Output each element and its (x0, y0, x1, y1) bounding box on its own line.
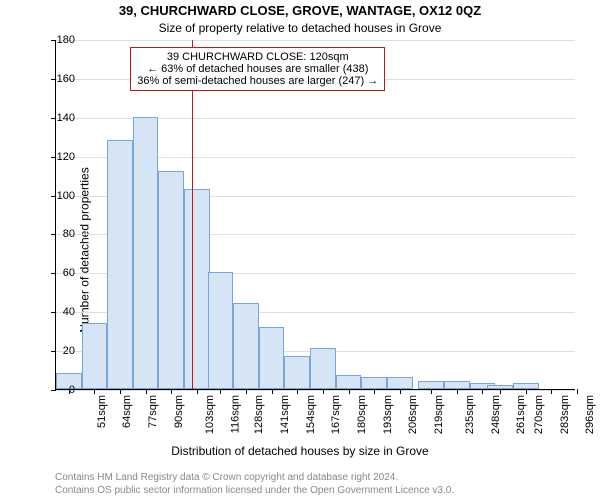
x-tick-label: 64sqm (121, 395, 133, 428)
y-tick-label: 0 (45, 384, 75, 396)
x-tick-label: 283sqm (559, 395, 571, 434)
histogram-plot (55, 40, 575, 390)
chart-title-1: 39, CHURCHWARD CLOSE, GROVE, WANTAGE, OX… (0, 3, 600, 18)
histogram-bar (184, 189, 210, 389)
y-tick-label: 160 (45, 73, 75, 85)
histogram-bar (284, 356, 310, 389)
x-tick-label: 51sqm (96, 395, 108, 428)
y-tick-label: 140 (45, 112, 75, 124)
x-tick-label: 154sqm (305, 395, 317, 434)
y-tick-label: 100 (45, 190, 75, 202)
x-axis-label: Distribution of detached houses by size … (0, 444, 600, 458)
y-tick-label: 40 (45, 306, 75, 318)
annotation-line-1: 39 CHURCHWARD CLOSE: 120sqm (137, 51, 378, 63)
x-tick-label: 128sqm (254, 395, 266, 434)
y-tick-label: 80 (45, 228, 75, 240)
x-tick-label: 116sqm (229, 395, 241, 433)
y-tick-label: 180 (45, 34, 75, 46)
histogram-bar (336, 375, 362, 389)
histogram-bar (158, 171, 184, 389)
x-tick-label: 77sqm (147, 395, 159, 428)
histogram-bar (208, 272, 234, 389)
histogram-bar (444, 381, 470, 389)
histogram-bar (418, 381, 444, 389)
histogram-bar (107, 140, 133, 389)
gridline-h (56, 390, 575, 391)
x-tick-label: 296sqm (585, 395, 597, 434)
x-tick-label: 141sqm (279, 395, 291, 434)
y-tick-label: 120 (45, 151, 75, 163)
histogram-bar (361, 377, 387, 389)
footer-attribution: Contains HM Land Registry data © Crown c… (55, 472, 454, 497)
x-tick-label: 90sqm (173, 395, 185, 428)
reference-line (192, 40, 193, 389)
histogram-bar (259, 327, 285, 389)
histogram-bar (387, 377, 413, 389)
x-tick-label: 206sqm (407, 395, 419, 434)
footer-line-1: Contains HM Land Registry data © Crown c… (55, 472, 454, 485)
x-tick-label: 261sqm (516, 395, 528, 434)
x-tick-label: 167sqm (330, 395, 342, 434)
histogram-bar (233, 303, 259, 389)
x-tick-label: 219sqm (433, 395, 445, 434)
x-tick-label: 193sqm (382, 395, 394, 434)
y-tick-label: 20 (45, 345, 75, 357)
annotation-box: 39 CHURCHWARD CLOSE: 120sqm← 63% of deta… (130, 47, 385, 91)
chart-title-2: Size of property relative to detached ho… (0, 21, 600, 35)
x-tick-label: 270sqm (533, 395, 545, 434)
histogram-bar (133, 117, 159, 389)
x-tick-label: 103sqm (204, 395, 216, 434)
x-tick-label: 235sqm (464, 395, 476, 434)
gridline-h (56, 40, 575, 41)
histogram-bar (82, 323, 108, 389)
x-tick-label: 180sqm (356, 395, 368, 434)
annotation-line-2: ← 63% of detached houses are smaller (43… (137, 63, 378, 75)
x-tick-label: 248sqm (490, 395, 502, 434)
y-tick-label: 60 (45, 267, 75, 279)
annotation-line-3: 36% of semi-detached houses are larger (… (137, 75, 378, 87)
footer-line-2: Contains OS public sector information li… (55, 485, 454, 498)
histogram-bar (310, 348, 336, 389)
